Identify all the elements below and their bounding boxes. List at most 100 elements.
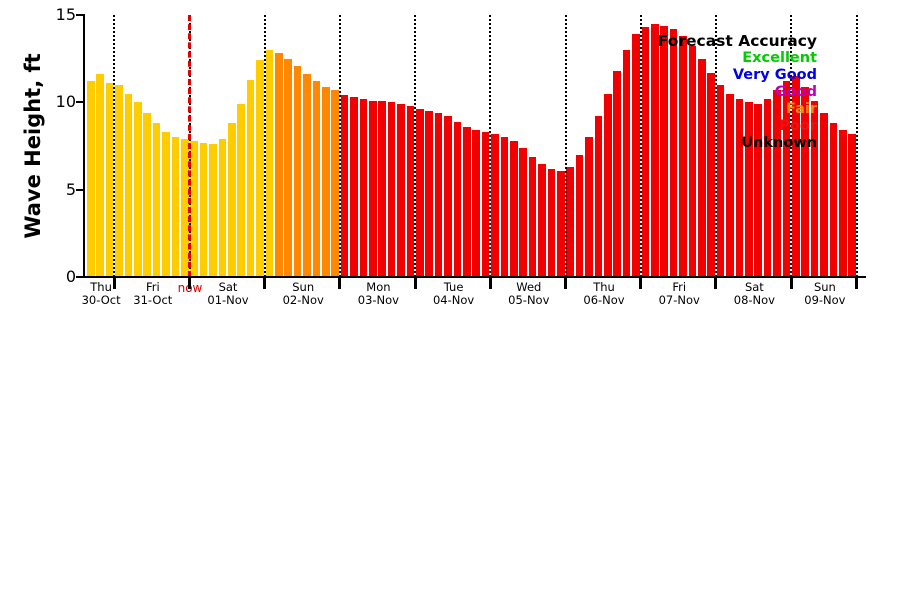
day-label-weekday: Wed: [516, 280, 542, 294]
x-axis-tick: [639, 277, 643, 289]
wave-bar: [87, 81, 95, 277]
wave-bar: [331, 90, 339, 277]
wave-bar: [228, 123, 236, 277]
wave-bar: [265, 49, 274, 277]
day-label: Mon 03-Nov: [340, 281, 416, 307]
wave-bar: [463, 126, 471, 277]
x-axis-tick: [338, 277, 342, 289]
wave-bar: [359, 98, 368, 277]
legend-items: Excellent Very Good Good Fair Poor Unknown: [658, 50, 817, 152]
wave-bar: [707, 72, 715, 277]
wave-bar: [397, 104, 405, 277]
x-axis-tick: [413, 277, 417, 289]
wave-bar: [716, 84, 725, 277]
x-axis-tick: [188, 277, 191, 289]
wave-bar: [604, 93, 612, 277]
wave-bar: [829, 123, 838, 277]
wave-bar: [528, 156, 537, 277]
wave-bar: [105, 83, 114, 277]
wave-bar: [820, 112, 828, 277]
wave-bar: [585, 137, 593, 277]
wave-bar: [735, 98, 744, 277]
wave-bar: [199, 142, 208, 277]
legend-item-good: Good: [774, 84, 817, 100]
day-label: Sun 02-Nov: [265, 281, 341, 307]
x-axis-tick: [263, 277, 267, 289]
wave-bar: [782, 81, 791, 277]
y-axis-tick: [76, 14, 84, 16]
day-label-weekday: Fri: [672, 280, 687, 294]
day-label: Sat 08-Nov: [716, 281, 792, 307]
day-label-date: 30-Oct: [81, 293, 121, 307]
y-axis-tick: [76, 188, 84, 191]
day-label-weekday: Thu: [90, 280, 112, 294]
legend-item-poor: Poor: [779, 118, 817, 134]
wave-bar: [312, 81, 321, 277]
day-label-date: 05-Nov: [508, 293, 550, 307]
wave-bar: [557, 170, 565, 277]
wave-bar: [293, 65, 302, 277]
wave-bar: [143, 112, 151, 277]
day-label: Thu 30-Oct: [63, 281, 139, 307]
wave-bar: [190, 140, 198, 277]
day-boundary-gridline: [790, 15, 793, 277]
wave-bar: [763, 98, 772, 277]
y-axis-tick: [76, 276, 84, 278]
wave-bar: [510, 140, 518, 277]
day-label-weekday: Fri: [145, 280, 160, 294]
day-label: Sun 09-Nov: [787, 281, 863, 307]
wave-bar: [651, 23, 659, 277]
day-label-weekday: Sat: [218, 280, 238, 294]
x-axis-tick: [855, 277, 859, 289]
wave-bar: [641, 27, 650, 277]
y-axis-label: Wave Height, ft: [21, 53, 45, 239]
day-label-date: 03-Nov: [357, 293, 399, 307]
day-label-date: 04-Nov: [432, 293, 475, 307]
day-boundary-gridline: [489, 15, 492, 277]
day-boundary-gridline: [414, 15, 417, 277]
wave-bar: [387, 102, 396, 277]
wave-bar: [378, 100, 386, 277]
wave-bar: [538, 163, 546, 277]
legend-item-fair: Fair: [786, 101, 817, 117]
day-label-date: 31-Oct: [133, 293, 173, 307]
wave-bar: [162, 132, 170, 277]
wave-bar: [303, 74, 311, 277]
wave-bar: [369, 100, 377, 277]
wave-bar: [124, 93, 133, 277]
forecast-accuracy-legend: Forecast Accuracy Excellent Very Good Good…: [658, 33, 817, 152]
x-axis-tick: [112, 277, 116, 289]
wave-bar: [594, 116, 603, 277]
day-label-weekday: Thu: [593, 280, 615, 294]
wave-bar: [134, 102, 142, 277]
day-label: Thu 06-Nov: [566, 281, 642, 307]
y-axis-tick: [76, 101, 84, 104]
x-axis-tick: [714, 277, 718, 289]
wave-bar: [839, 130, 847, 277]
wave-bar: [444, 116, 452, 277]
wave-bar: [669, 29, 678, 277]
x-axis-tick: [488, 277, 492, 289]
wave-bar: [754, 104, 762, 277]
day-label: Sat 01-Nov: [190, 281, 266, 307]
day-boundary-gridline: [855, 15, 858, 277]
wave-bar: [416, 109, 424, 277]
wave-bar: [660, 25, 668, 277]
wave-bar: [801, 86, 809, 277]
legend-item-excellent: Excellent: [742, 50, 817, 66]
wave-bar: [519, 147, 527, 277]
wave-bar: [406, 105, 415, 277]
wave-bar: [622, 49, 631, 277]
day-label: Fri 07-Nov: [641, 281, 717, 307]
y-axis-spine: [83, 14, 85, 278]
x-axis-spine: [83, 276, 866, 278]
wave-bar: [152, 123, 161, 277]
day-label-date: 02-Nov: [282, 293, 324, 307]
wave-bar: [481, 132, 490, 277]
now-marker-line: [187, 15, 191, 277]
wave-bar: [726, 93, 734, 277]
wave-bar: [209, 144, 217, 277]
wave-bar: [181, 139, 189, 277]
day-label: Tue 04-Nov: [416, 281, 492, 307]
